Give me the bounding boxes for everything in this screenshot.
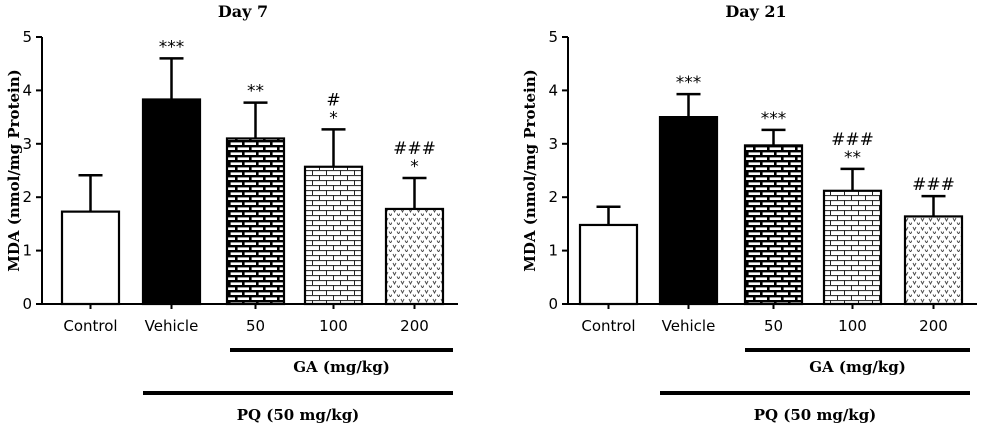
y-tick-label: 2	[548, 188, 558, 206]
significance-label: ***	[761, 109, 787, 129]
significance-label: ###	[912, 175, 955, 195]
significance-label: ***	[159, 37, 185, 57]
y-tick-label: 5	[22, 28, 32, 46]
x-tick-label: 200	[919, 317, 948, 335]
y-tick-label: 0	[22, 295, 32, 313]
bar-control	[60, 210, 121, 306]
bar-vehicle	[141, 98, 202, 306]
chart-title: Day 7	[218, 2, 268, 21]
significance-label: **	[247, 82, 264, 102]
x-tick-label: 100	[838, 317, 867, 335]
y-tick-label: 1	[22, 242, 32, 260]
x-tick-label: 200	[400, 317, 429, 335]
bar-control	[578, 223, 639, 306]
y-axis-label: MDA (nmol/mg Protein)	[521, 69, 539, 271]
ga-group-label: GA (mg/kg)	[293, 358, 390, 376]
significance-label: *	[410, 157, 419, 177]
y-tick-label: 3	[548, 135, 558, 153]
significance-label: **	[844, 148, 861, 168]
ga-group-label: GA (mg/kg)	[809, 358, 906, 376]
y-tick-label: 0	[548, 295, 558, 313]
x-tick-label: 50	[246, 317, 265, 335]
significance-label: ***	[676, 73, 702, 93]
bar-200	[903, 215, 964, 306]
x-tick-label: Control	[581, 317, 635, 335]
bar-200	[384, 207, 445, 306]
significance-label: ###	[393, 139, 436, 159]
chart-day-21: Day 21 MDA (nmol/mg Protein) 0 1 2 3 4 5 Control…	[521, 2, 977, 424]
x-tick-label: Vehicle	[662, 317, 716, 335]
y-axis-label: MDA (nmol/mg Protein)	[5, 69, 23, 271]
pq-group-label: PQ (50 mg/kg)	[754, 406, 877, 424]
chart-title: Day 21	[725, 2, 786, 21]
bar-vehicle	[658, 115, 719, 306]
y-tick-label: 3	[22, 135, 32, 153]
bar-100	[303, 165, 364, 306]
x-tick-label: 100	[319, 317, 348, 335]
y-tick-label: 1	[548, 242, 558, 260]
bar-100	[822, 189, 883, 306]
x-tick-label: Vehicle	[145, 317, 199, 335]
bar-50	[225, 137, 286, 306]
y-tick-label: 4	[22, 81, 32, 99]
y-tick-label: 5	[548, 28, 558, 46]
significance-label: *	[329, 108, 338, 128]
significance-label: ###	[831, 130, 874, 150]
x-tick-label: 50	[764, 317, 783, 335]
y-tick-label: 2	[22, 188, 32, 206]
y-tick-label: 4	[548, 81, 558, 99]
x-tick-label: Control	[63, 317, 117, 335]
bar-50	[743, 144, 804, 306]
chart-day-7: Day 7 MDA (nmol/mg Protein) 0 1 2 3 4 5 Control V…	[5, 2, 458, 424]
significance-label: #	[326, 90, 340, 110]
pq-group-label: PQ (50 mg/kg)	[237, 406, 360, 424]
